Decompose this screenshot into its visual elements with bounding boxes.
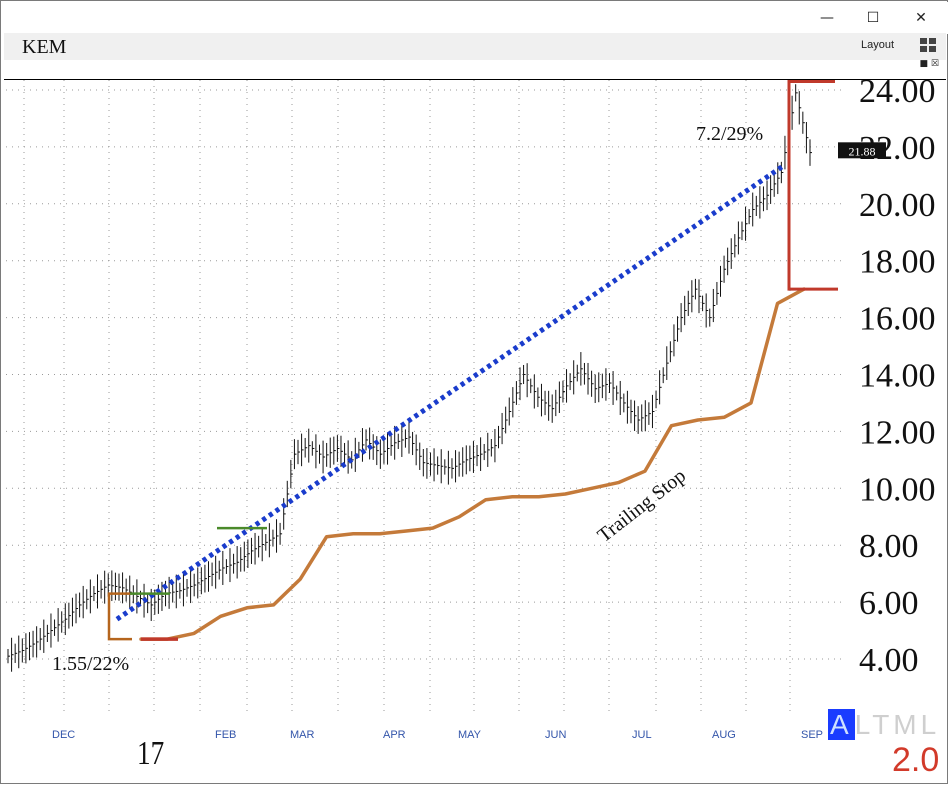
base-box	[107, 592, 132, 641]
chart-area: 4.00 6.00 8.00 10.00 12.00 14.00 16.00 18.00 20.…	[4, 73, 946, 784]
y-tick-label: 20.00	[859, 187, 936, 224]
pane-controls[interactable]: ■ ☒	[920, 59, 939, 69]
base-gain-label: 1.55/22%	[52, 653, 129, 675]
altml-m-letter[interactable]: M	[893, 709, 921, 740]
altml-l-letter[interactable]: L	[854, 709, 873, 740]
x-tick-label: DEC	[52, 729, 75, 741]
x-tick-label: JUL	[632, 729, 652, 741]
maximize-button[interactable]: ☐	[866, 10, 880, 26]
y-tick-label: 18.00	[859, 244, 936, 281]
y-tick-label: 14.00	[859, 358, 936, 395]
target-gain-label: 7.2/29%	[696, 123, 763, 145]
last-price-value: 21.88	[849, 144, 876, 158]
trailing-stop-label: Trailing Stop	[594, 465, 691, 547]
altml-l2-letter[interactable]: L	[920, 709, 941, 740]
price-chart[interactable]: 4.00 6.00 8.00 10.00 12.00 14.00 16.00 18.00 20.…	[4, 73, 946, 784]
altml-t-letter[interactable]: T	[872, 709, 894, 740]
x-tick-label: AUG	[712, 729, 736, 741]
y-tick-label: 12.00	[859, 414, 936, 451]
y-tick-label: 16.00	[859, 301, 936, 338]
target-box	[787, 79, 838, 291]
trend-line	[115, 164, 784, 622]
year-label: 17	[137, 735, 165, 772]
chart-header: KEM Layout	[4, 33, 946, 60]
y-tick-label: 8.00	[859, 528, 919, 565]
y-tick-label: 4.00	[859, 642, 919, 679]
y-tick-label: 6.00	[859, 585, 919, 622]
altml-letters[interactable]: ALTML	[828, 709, 940, 741]
minimize-button[interactable]: —	[820, 10, 834, 26]
x-tick-label: JUN	[545, 729, 566, 741]
trailing-stop-line	[139, 287, 806, 641]
ticker-symbol: KEM	[22, 36, 67, 58]
y-tick-label: 24.00	[859, 80, 936, 110]
x-tick-label: APR	[383, 729, 406, 741]
pane-close-icon[interactable]: ☒	[930, 59, 939, 69]
last-price-tag	[838, 142, 886, 159]
layout-button[interactable]: Layout	[860, 39, 894, 51]
pane-minimize-icon[interactable]: ■	[919, 59, 929, 69]
version-label: 2.0	[892, 741, 940, 779]
layout-grid-icon[interactable]	[920, 38, 936, 52]
close-button[interactable]: ✕	[915, 10, 927, 26]
x-tick-label: MAR	[290, 729, 315, 741]
y-tick-label: 10.00	[859, 471, 936, 508]
x-tick-label: FEB	[215, 729, 236, 741]
x-tick-label: SEP	[801, 729, 823, 741]
title-bar: — ☐ ✕	[2, 2, 948, 34]
altml-a-letter[interactable]: A	[828, 709, 855, 740]
x-tick-label: MAY	[458, 729, 482, 741]
